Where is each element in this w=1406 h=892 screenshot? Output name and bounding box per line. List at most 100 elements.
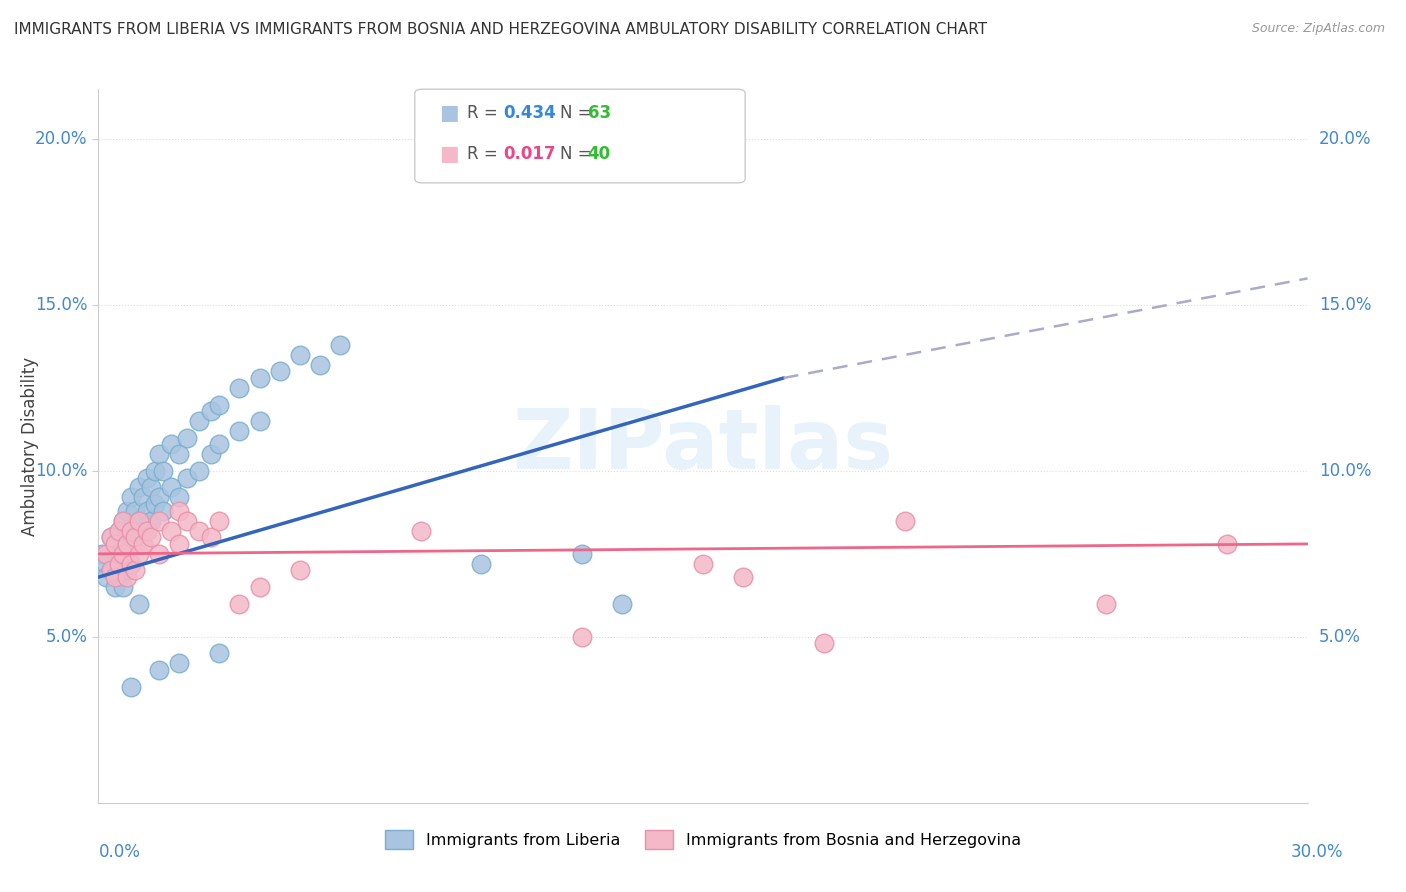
Legend: Immigrants from Liberia, Immigrants from Bosnia and Herzegovina: Immigrants from Liberia, Immigrants from… [378, 823, 1028, 855]
Point [571, 630, 593, 644]
Point [124, 504, 146, 518]
Point [100, 530, 122, 544]
Point [128, 481, 150, 495]
Point [96, 547, 118, 561]
Point [148, 491, 170, 505]
Text: 0.017: 0.017 [503, 145, 555, 163]
Point [249, 414, 271, 428]
Text: Source: ZipAtlas.com: Source: ZipAtlas.com [1251, 22, 1385, 36]
Text: 15.0%: 15.0% [1319, 296, 1371, 314]
Point [115, 564, 138, 578]
Point [167, 447, 190, 461]
Point [176, 431, 198, 445]
Point [160, 524, 183, 538]
Point [139, 530, 162, 544]
Point [139, 481, 162, 495]
Text: N =: N = [560, 145, 591, 163]
Point [103, 580, 125, 594]
Point [120, 557, 142, 571]
Text: N =: N = [560, 104, 591, 122]
Point [167, 537, 190, 551]
Point [96, 557, 118, 571]
Point [208, 647, 231, 661]
Text: 10.0%: 10.0% [35, 462, 87, 480]
Point [115, 537, 138, 551]
Text: 10.0%: 10.0% [1319, 462, 1371, 480]
Point [148, 663, 170, 677]
Point [176, 514, 198, 528]
Point [470, 557, 492, 571]
Point [148, 547, 170, 561]
Text: ZIPatlas: ZIPatlas [513, 406, 893, 486]
Point [128, 514, 150, 528]
Point [249, 580, 271, 594]
Text: ■: ■ [439, 145, 458, 164]
Point [128, 547, 150, 561]
Point [1216, 537, 1239, 551]
Point [111, 547, 134, 561]
Point [208, 397, 231, 411]
Point [100, 530, 122, 544]
Point [188, 464, 211, 478]
Point [100, 564, 122, 578]
Text: ■: ■ [439, 103, 458, 123]
Point [107, 557, 129, 571]
Text: 63: 63 [588, 104, 610, 122]
Point [612, 597, 634, 611]
Text: 5.0%: 5.0% [45, 628, 87, 646]
Point [813, 636, 835, 650]
Point [111, 514, 134, 528]
Point [124, 564, 146, 578]
Point [160, 437, 183, 451]
Point [143, 464, 166, 478]
Point [107, 524, 129, 538]
Point [200, 404, 222, 418]
Point [107, 524, 129, 538]
Point [143, 497, 166, 511]
Point [692, 557, 714, 571]
Point [115, 537, 138, 551]
Point [329, 338, 352, 352]
Text: 0.0%: 0.0% [98, 843, 141, 861]
Point [115, 570, 138, 584]
Point [309, 358, 332, 372]
Point [249, 371, 271, 385]
Point [107, 557, 129, 571]
Point [1095, 597, 1118, 611]
Point [111, 580, 134, 594]
Point [91, 547, 114, 561]
Point [120, 524, 142, 538]
Point [228, 381, 250, 395]
Point [148, 514, 170, 528]
Point [135, 524, 157, 538]
Point [103, 537, 125, 551]
Point [139, 514, 162, 528]
Point [167, 657, 190, 671]
Point [188, 414, 211, 428]
Point [200, 447, 222, 461]
Point [128, 514, 150, 528]
Point [228, 424, 250, 438]
Point [111, 547, 134, 561]
Point [160, 481, 183, 495]
Point [120, 491, 142, 505]
Point [893, 514, 915, 528]
Point [128, 597, 150, 611]
Point [96, 570, 118, 584]
Text: R =: R = [467, 104, 498, 122]
Point [120, 524, 142, 538]
Point [135, 470, 157, 484]
Point [135, 504, 157, 518]
Text: 5.0%: 5.0% [1319, 628, 1361, 646]
Point [228, 597, 250, 611]
Point [124, 530, 146, 544]
Point [200, 530, 222, 544]
Y-axis label: Ambulatory Disability: Ambulatory Disability [21, 357, 39, 535]
Point [152, 504, 174, 518]
Point [288, 564, 311, 578]
Text: 15.0%: 15.0% [35, 296, 87, 314]
Point [208, 514, 231, 528]
Point [148, 447, 170, 461]
Point [167, 491, 190, 505]
Point [120, 680, 142, 694]
